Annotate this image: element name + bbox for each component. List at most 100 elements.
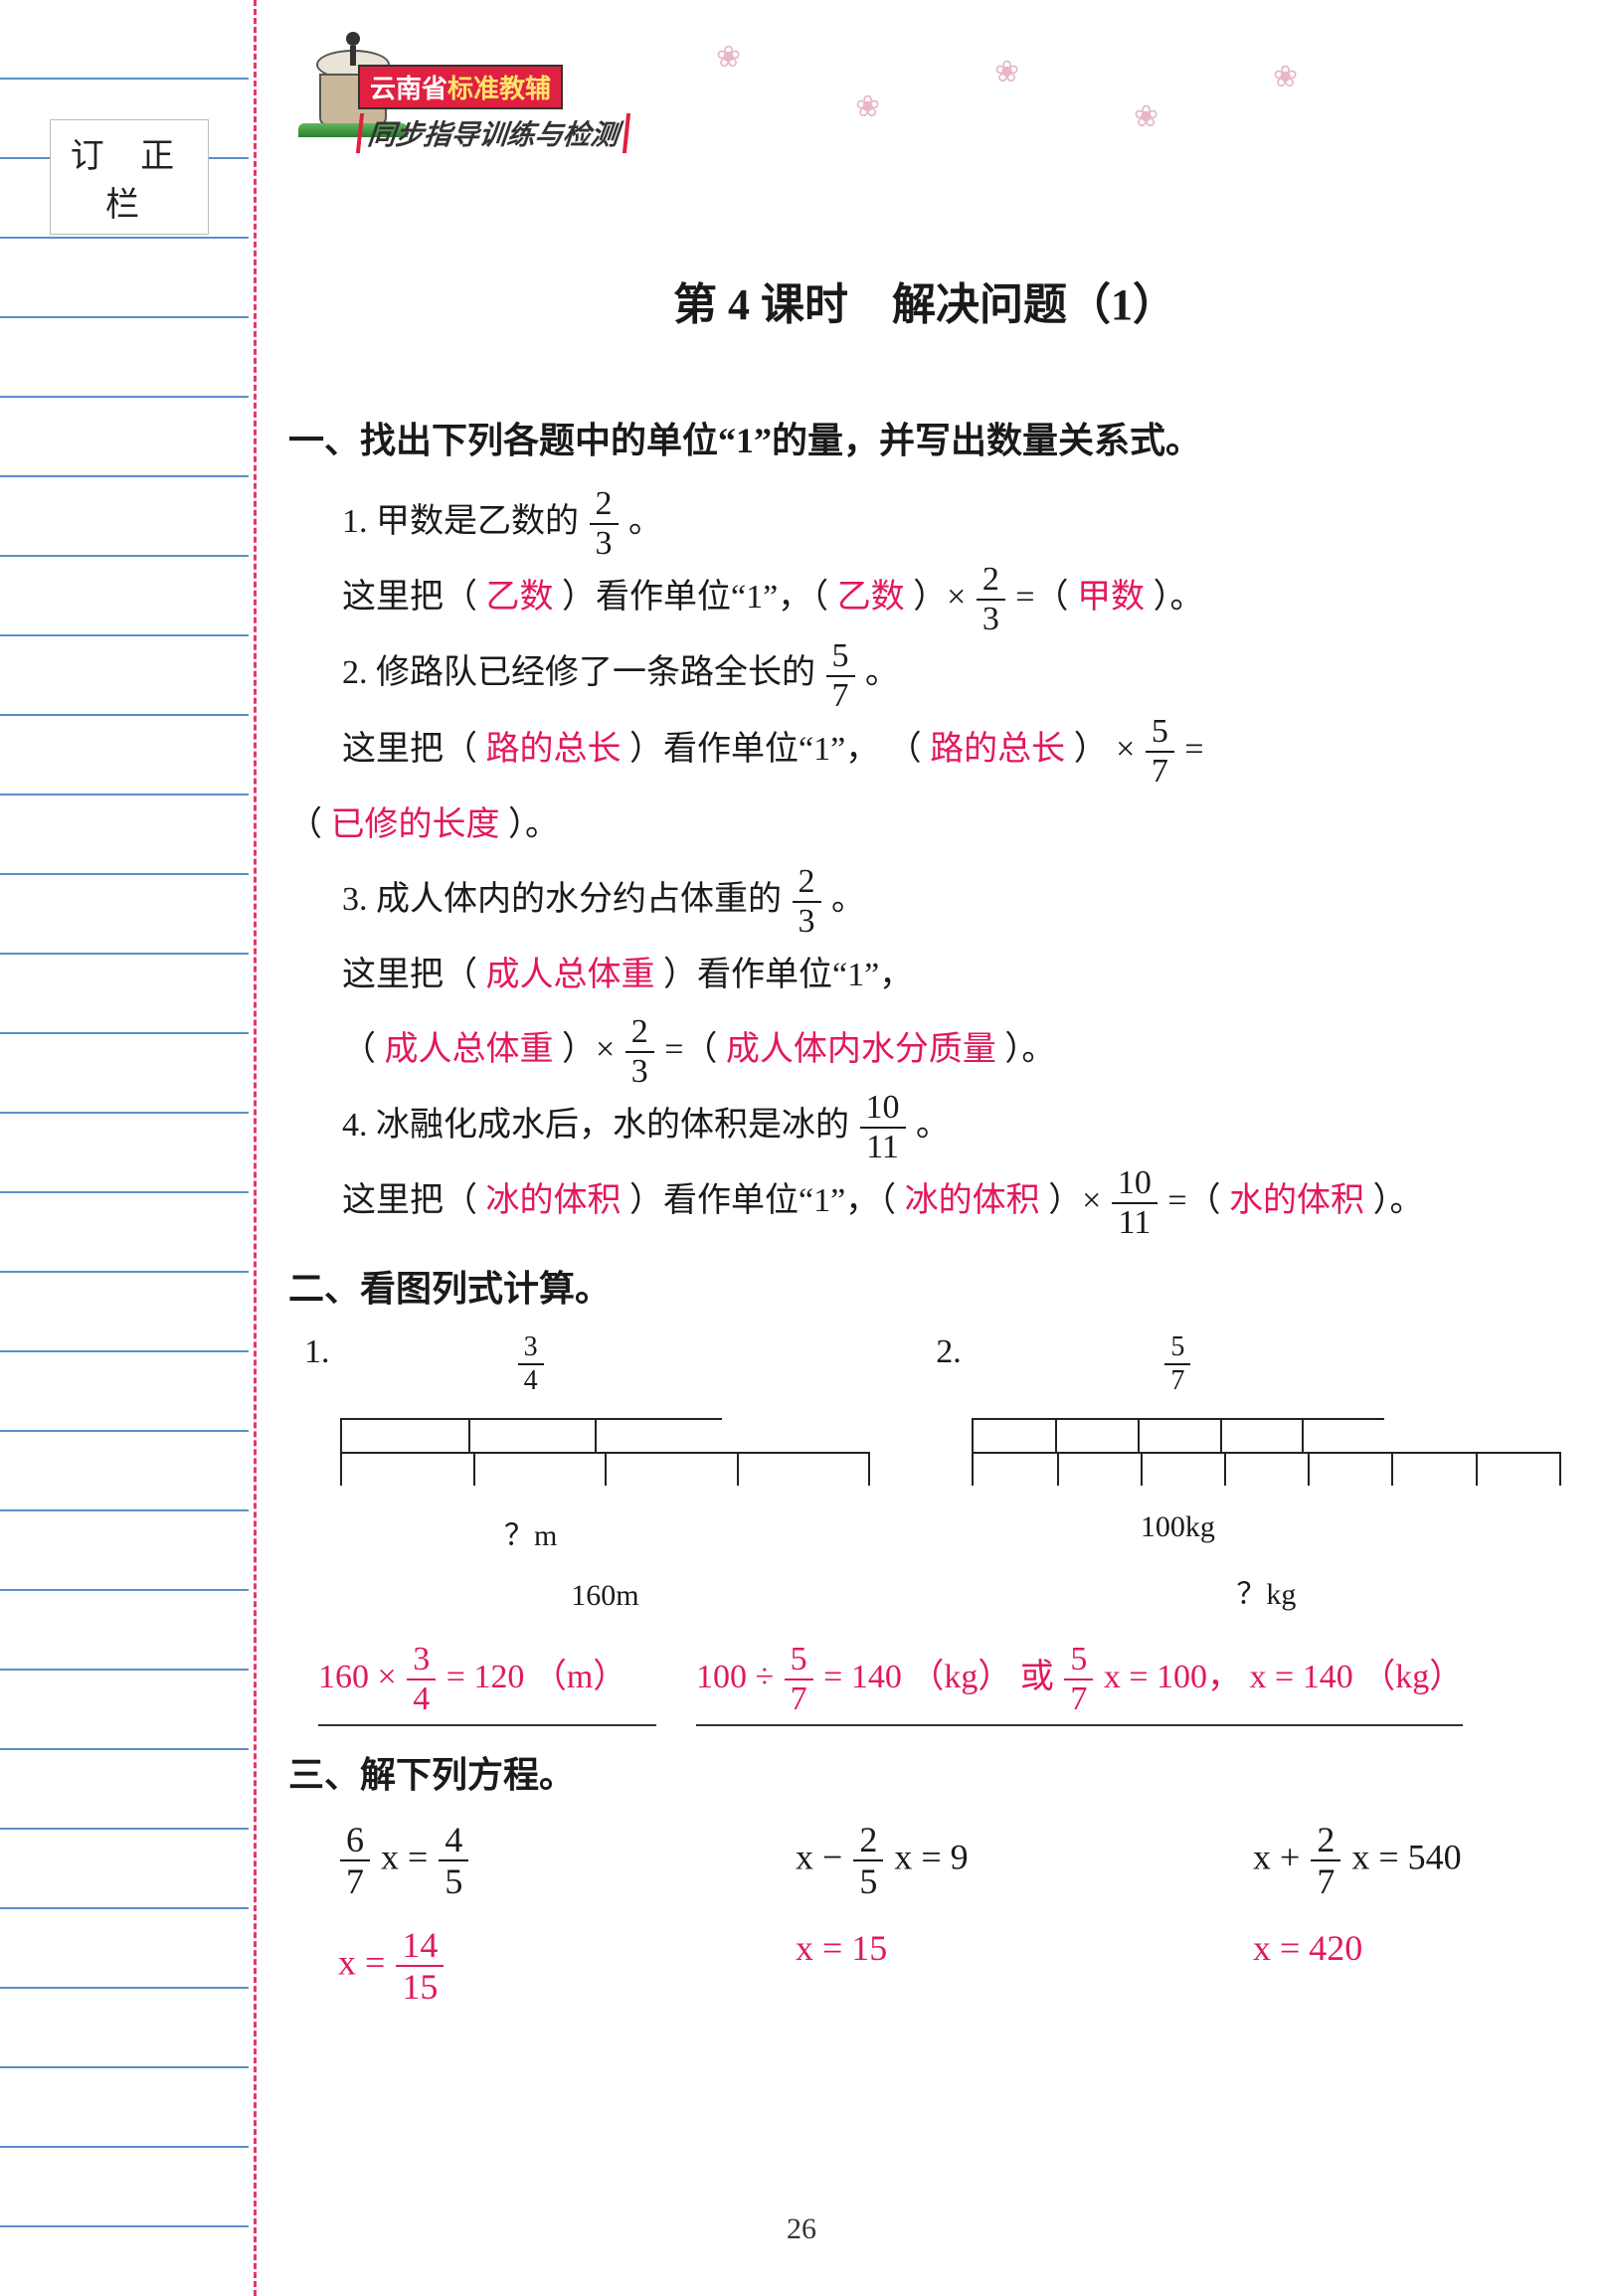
series-badge: 云南省标准教辅 同步指导训练与检测 bbox=[358, 65, 676, 153]
header-decoration: 云南省标准教辅 同步指导训练与检测 ❀ ❀ ❀ ❀ ❀ bbox=[298, 30, 1492, 159]
brace-up-icon bbox=[972, 1486, 1384, 1503]
answer: 乙数 bbox=[837, 579, 905, 616]
diagram-1-num: 1. bbox=[304, 1333, 330, 1371]
q4-fill: 这里把（ 冰的体积 ）看作单位“1”，（ 冰的体积 ）× 1011 =（ 水的体… bbox=[342, 1164, 1561, 1240]
text: x + bbox=[1253, 1837, 1309, 1876]
text: x − bbox=[796, 1837, 851, 1876]
text: =（ bbox=[664, 1031, 717, 1068]
answer: 甲数 bbox=[1077, 579, 1145, 616]
text: = 140 （kg） 或 bbox=[823, 1659, 1062, 1695]
diagram-row: 1. 34 ？m bbox=[298, 1333, 1561, 1613]
answer: 路的总长 bbox=[486, 731, 622, 768]
text: 160 × bbox=[318, 1659, 405, 1695]
text: （ bbox=[342, 1031, 376, 1068]
text: x = 9 bbox=[894, 1837, 968, 1876]
q3-fill-b: （ 成人总体重 ）× 23 =（ 成人体内水分质量 ）。 bbox=[342, 1013, 1561, 1089]
fraction: 1011 bbox=[1112, 1166, 1158, 1240]
text: 1. 甲数是乙数的 bbox=[342, 503, 579, 540]
calc-2: 100 ÷ 57 = 140 （kg） 或 57 x = 100， x = 14… bbox=[696, 1643, 1463, 1726]
q1-stem: 1. 甲数是乙数的 23 。 bbox=[342, 485, 1561, 561]
eq-1-answer: x = 1415 bbox=[338, 1927, 617, 2005]
badge-subtitle: 同步指导训练与检测 bbox=[356, 113, 630, 153]
correction-label: 订 正 栏 bbox=[50, 119, 209, 235]
diagram-1-bot-label: 160m bbox=[340, 1579, 871, 1613]
answer: 路的总长 bbox=[930, 731, 1065, 768]
petal-icon: ❀ bbox=[716, 40, 741, 75]
text: 。 bbox=[831, 881, 865, 918]
text: 3. 成人体内的水分约占体重的 bbox=[342, 881, 782, 918]
diagram-2-top-frac: 57 bbox=[972, 1333, 1384, 1395]
text: =（ bbox=[1015, 579, 1068, 616]
text: 4. 冰融化成水后，水的体积是冰的 bbox=[342, 1107, 849, 1144]
brace-down-icon bbox=[972, 1395, 1384, 1413]
text: x = bbox=[338, 1942, 394, 1982]
text: 这里把（ bbox=[342, 731, 477, 768]
lesson-title: 第 4 课时 解决问题（1） bbox=[288, 268, 1561, 332]
answer: 冰的体积 bbox=[905, 1182, 1040, 1219]
q3-stem: 3. 成人体内的水分约占体重的 23 。 bbox=[342, 863, 1561, 939]
q4-stem: 4. 冰融化成水后，水的体积是冰的 1011 。 bbox=[342, 1089, 1561, 1164]
section-3-heading: 三、解下列方程。 bbox=[288, 1746, 1561, 1798]
tick-bar-top bbox=[340, 1418, 722, 1452]
answer: 乙数 bbox=[486, 579, 554, 616]
equation-row: 67 x = 45 x − 25 x = 9 x + 27 x = 540 bbox=[338, 1822, 1561, 1899]
diagram-2-num: 2. bbox=[936, 1333, 962, 1371]
tick-bar-bottom bbox=[340, 1452, 871, 1486]
text: ）。 bbox=[1373, 1182, 1424, 1219]
calc-row: 160 × 34 = 120 （m） 100 ÷ 57 = 140 （kg） 或… bbox=[318, 1643, 1561, 1726]
answer: 已修的长度 bbox=[331, 806, 500, 843]
tick-bar-bottom bbox=[972, 1452, 1561, 1486]
answer: 成人体内水分质量 bbox=[726, 1031, 996, 1068]
q3-fill-a: 这里把（ 成人总体重 ）看作单位“1”， bbox=[342, 939, 1561, 1013]
text: 。 bbox=[916, 1107, 950, 1144]
petal-icon: ❀ bbox=[855, 89, 880, 124]
text: ）看作单位“1”，（ bbox=[562, 579, 828, 616]
section-1-heading: 一、找出下列各题中的单位“1”的量，并写出数量关系式。 bbox=[288, 412, 1561, 463]
fraction: 57 bbox=[1146, 715, 1174, 789]
content-area: 第 4 课时 解决问题（1） 一、找出下列各题中的单位“1”的量，并写出数量关系… bbox=[288, 229, 1561, 2005]
text: 100 ÷ bbox=[696, 1659, 783, 1695]
diagram-2-bot-label: ？kg bbox=[972, 1569, 1561, 1613]
text: = bbox=[1184, 731, 1203, 768]
answer: 成人总体重 bbox=[385, 1031, 554, 1068]
page-number: 26 bbox=[0, 2212, 1603, 2246]
fraction: 23 bbox=[977, 563, 1005, 636]
vertical-divider bbox=[254, 0, 257, 2296]
brace-down-icon bbox=[340, 1395, 722, 1413]
text: 。 bbox=[628, 503, 662, 540]
text: x = 540 bbox=[1351, 1837, 1461, 1876]
section-2-heading: 二、看图列式计算。 bbox=[288, 1260, 1561, 1312]
q2-fill-a: 这里把（ 路的总长 ）看作单位“1”， （ 路的总长 ） × 57 = bbox=[342, 713, 1561, 789]
page: 订 正 栏 云南省标准教辅 同步指导训练与检测 ❀ ❀ ❀ ❀ ❀ 第 4 课时… bbox=[0, 0, 1603, 2296]
text: 这里把（ bbox=[342, 579, 477, 616]
text: ）看作单位“1”， bbox=[663, 957, 913, 993]
text: 这里把（ bbox=[342, 1182, 477, 1219]
petal-icon: ❀ bbox=[1273, 60, 1298, 94]
text: ）。 bbox=[1154, 579, 1204, 616]
eq-3-answer: x = 420 bbox=[1253, 1927, 1531, 2005]
eq-3: x + 27 x = 540 bbox=[1253, 1822, 1531, 1899]
badge-mid: 标准教辅 bbox=[447, 75, 551, 103]
fraction: 23 bbox=[793, 865, 821, 939]
text: ）看作单位“1”，（ bbox=[629, 1182, 896, 1219]
q1-fill: 这里把（ 乙数 ）看作单位“1”，（ 乙数 ）× 23 =（ 甲数 ）。 bbox=[342, 561, 1561, 636]
equation-answer-row: x = 1415 x = 15 x = 420 bbox=[338, 1927, 1561, 2005]
answer: 水的体积 bbox=[1229, 1182, 1364, 1219]
text: （ bbox=[288, 806, 322, 843]
brace-up-icon bbox=[340, 1554, 871, 1572]
fraction: 57 bbox=[826, 639, 855, 713]
text: = 120 （m） bbox=[446, 1659, 627, 1695]
badge-region: 云南省 bbox=[370, 75, 447, 103]
text: 。 bbox=[865, 654, 899, 691]
tick-bar-top bbox=[972, 1418, 1384, 1452]
brace-up-icon bbox=[972, 1544, 1561, 1562]
diagram-2-mid-label: 100kg bbox=[972, 1510, 1384, 1544]
eq-2: x − 25 x = 9 bbox=[796, 1822, 1074, 1899]
text: ）看作单位“1”， （ bbox=[629, 731, 922, 768]
calc-1: 160 × 34 = 120 （m） bbox=[318, 1643, 656, 1726]
petal-icon: ❀ bbox=[1134, 99, 1158, 134]
q2-stem: 2. 修路队已经修了一条路全长的 57 。 bbox=[342, 636, 1561, 712]
text: ）× bbox=[913, 579, 966, 616]
eq-1: 67 x = 45 bbox=[338, 1822, 617, 1899]
brace-up-icon bbox=[340, 1486, 722, 1503]
